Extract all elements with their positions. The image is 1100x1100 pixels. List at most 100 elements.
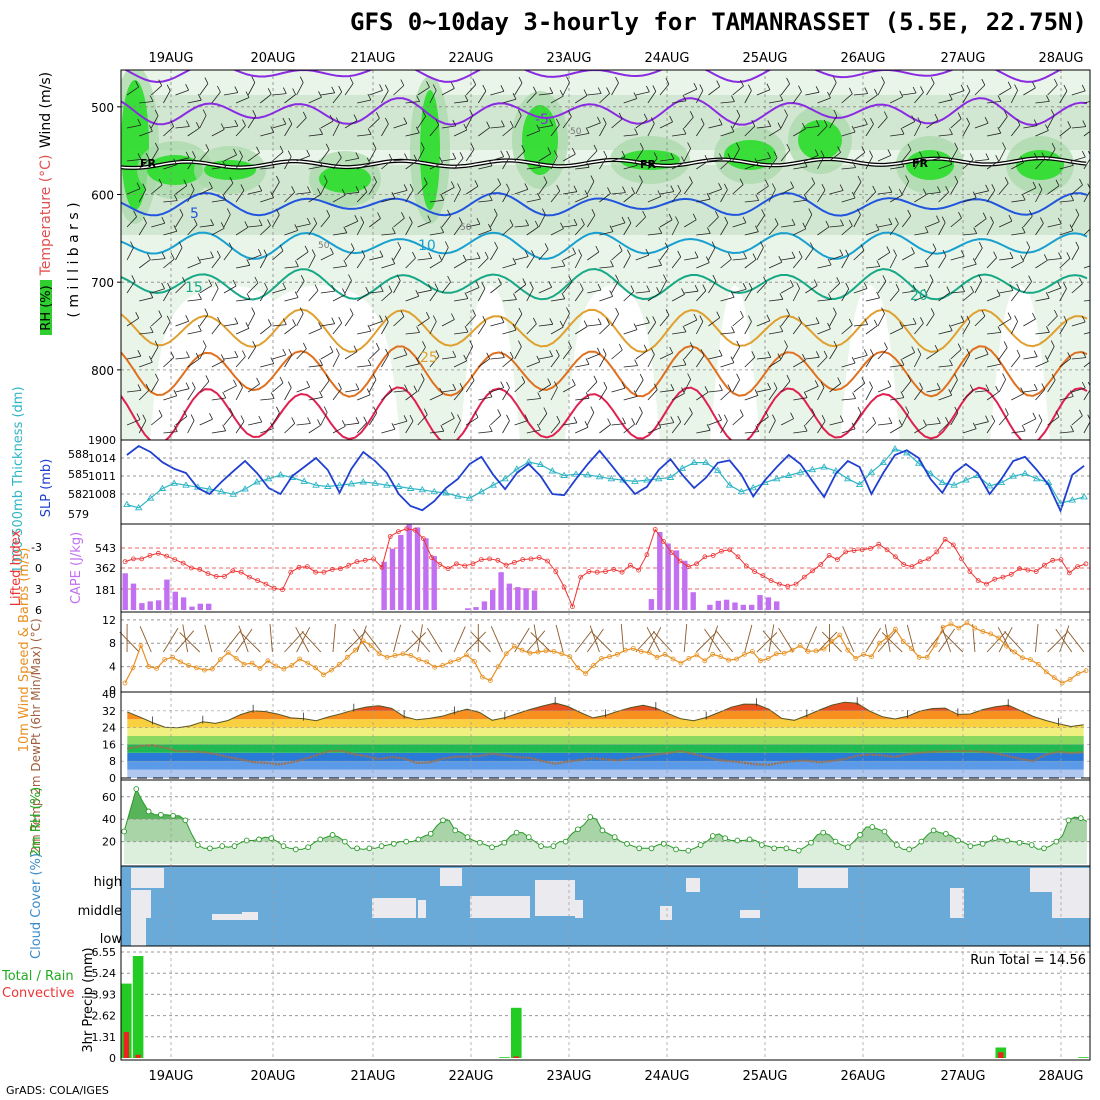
upper-wind-barb-flag: [506, 183, 510, 190]
upper-wind-barb: [817, 125, 828, 137]
upper-wind-barb-flag: [969, 153, 974, 160]
upper-wind-barb: [575, 397, 590, 401]
lifted-index-point: [437, 562, 443, 567]
upper-wind-barb-flag: [692, 213, 697, 220]
upper-wind-barb: [296, 348, 307, 360]
upper-wind-barb: [429, 393, 443, 401]
upper-wind-barb-flag: [937, 417, 941, 424]
upper-wind-barb: [235, 387, 243, 401]
upper-wind-barb: [417, 183, 428, 195]
upper-wind-barb: [1059, 358, 1071, 368]
upper-wind-barb: [550, 326, 564, 335]
upper-wind-barb-flag: [525, 219, 529, 226]
upper-wind-barb: [1047, 115, 1055, 129]
upper-wind-barb-flag: [796, 282, 800, 289]
upper-wind-barb-flag: [932, 243, 937, 250]
wind-speed-point: [265, 658, 271, 664]
wind-barb-10m: [804, 626, 818, 653]
upper-wind-barb-flag: [572, 247, 576, 254]
upper-wind-barb-flag: [400, 310, 405, 317]
upper-wind-barb-flag: [343, 226, 348, 233]
upper-wind-barb-flag: [1009, 284, 1014, 291]
upper-wind-barb: [659, 315, 670, 327]
wind-speed-point: [670, 656, 676, 662]
upper-wind-barb-flag: [349, 308, 354, 315]
cape-bar: [465, 608, 471, 610]
upper-wind-barb: [490, 322, 505, 327]
upper-wind-barb-flag: [864, 318, 869, 325]
upper-wind-barb: [659, 280, 667, 294]
precip-total-bar: [511, 1007, 522, 1058]
upper-wind-barb-flag: [373, 406, 378, 414]
upper-wind-barb-flag: [377, 212, 381, 219]
upper-wind-barb: [720, 222, 729, 236]
upper-wind-barb: [139, 101, 154, 104]
upper-wind-barb-flag: [422, 341, 426, 348]
upper-wind-barb: [454, 100, 469, 104]
upper-wind-barb-flag: [718, 349, 723, 356]
temp-band: [127, 744, 1084, 753]
rh-point: [525, 834, 532, 840]
upper-wind-barb-flag: [884, 342, 888, 349]
upper-wind-barb-flag: [960, 84, 965, 91]
upper-wind-barb-flag: [190, 183, 195, 190]
wind-speed-point: [519, 647, 525, 653]
lifted-index-point: [296, 564, 302, 570]
isotherm-5: [121, 308, 1088, 354]
upper-wind-barb-flag: [506, 381, 510, 389]
wind-speed-point: [678, 660, 684, 666]
upper-wind-barb: [187, 420, 195, 434]
upper-wind-barb: [332, 157, 342, 170]
upper-wind-barb: [296, 386, 310, 393]
upper-wind-barb: [563, 224, 578, 228]
upper-wind-barb-flag: [888, 218, 893, 225]
upper-wind-barb: [272, 123, 287, 129]
wind-barb-10m: [635, 631, 656, 653]
upper-wind-barb: [223, 285, 237, 294]
upper-wind-barb-flag: [571, 379, 576, 386]
wind-barb-10m: [986, 631, 1007, 653]
upper-wind-barb-flag: [823, 119, 828, 127]
upper-wind-barb-flag: [257, 248, 262, 256]
lifted-index-point: [1008, 571, 1014, 577]
upper-wind-barb: [986, 295, 1001, 302]
lifted-index-point: [512, 560, 517, 565]
upper-wind-barb-flag: [197, 256, 201, 263]
upper-wind-barb: [466, 287, 480, 294]
upper-wind-barb: [502, 329, 517, 335]
upper-wind-barb-flag: [718, 183, 722, 190]
rh-point: [489, 844, 495, 851]
lifted-index-point: [412, 527, 418, 533]
upper-wind-barb-flag: [573, 218, 578, 226]
upper-wind-barb: [138, 158, 150, 170]
upper-wind-barb-flag: [438, 254, 443, 261]
upper-wind-barb-flag: [170, 120, 175, 127]
upper-wind-barb-flag: [299, 76, 304, 83]
upper-wind-barb: [332, 294, 346, 302]
lifted-index-point: [130, 556, 136, 562]
wind-tick-label: 0: [109, 684, 116, 697]
upper-wind-barb: [1071, 247, 1080, 261]
upper-wind-barb-flag: [777, 353, 782, 360]
credit-text: GrADS: COLA/IGES: [6, 1084, 109, 1097]
upper-wind-barb-flag: [415, 126, 420, 133]
lifted-index-point: [1083, 561, 1089, 567]
upper-wind-barb-flag: [1007, 81, 1012, 88]
upper-wind-barb: [599, 354, 607, 368]
wind-speed-point: [734, 656, 739, 662]
upper-wind-barb-flag: [593, 375, 598, 382]
upper-wind-barb-flag: [1046, 95, 1050, 102]
upper-wind-barb: [562, 116, 572, 129]
lifted-index-point: [868, 546, 873, 551]
upper-wind-barb-flag: [665, 78, 670, 85]
wind-speed-point: [392, 653, 398, 658]
upper-wind-barb: [1035, 389, 1046, 401]
upper-wind-barb-flag: [440, 194, 445, 201]
upper-wind-barb: [998, 414, 1009, 426]
upper-wind-barb: [175, 185, 188, 195]
upper-wind-barb-flag: [639, 143, 644, 150]
lifted-index-point: [395, 529, 401, 534]
upper-wind-barb-flag: [873, 319, 878, 326]
upper-wind-barb: [901, 215, 912, 228]
upper-wind-barb-flag: [1055, 410, 1060, 418]
